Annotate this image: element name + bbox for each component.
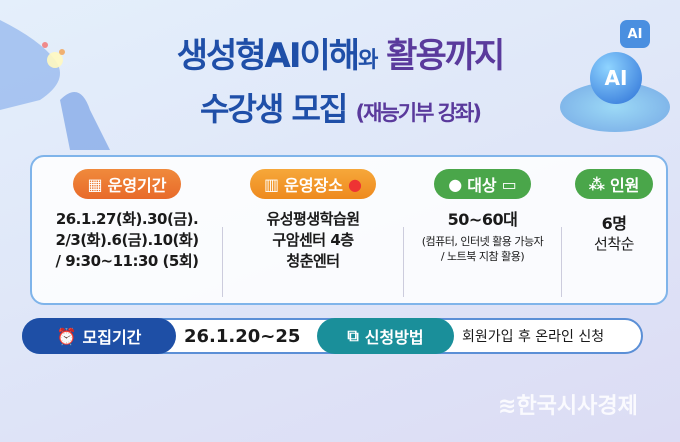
title-part: 활용까지 bbox=[386, 36, 505, 76]
ai-orb-icon: AI bbox=[590, 52, 642, 104]
apply-pill: ⧉ 신청방법 bbox=[317, 318, 454, 354]
browser-cursor-icon: ⧉ bbox=[347, 326, 359, 345]
watermark-logo: ≋한국시사경제 bbox=[498, 388, 638, 420]
period-line: / 9:30~11:30 (5회) bbox=[55, 252, 200, 270]
people-icon: ⁂ bbox=[588, 174, 605, 194]
venue-line: 청춘엔터 bbox=[286, 252, 340, 270]
target-pill: ● 대상 ▭ bbox=[434, 169, 531, 199]
ai-chat-bubble-icon: AI bbox=[620, 20, 650, 48]
target-note: / 노트북 지참 활용) bbox=[440, 250, 525, 263]
alarm-clock-icon: ⏰ bbox=[56, 326, 77, 346]
calendar-icon: ▦ bbox=[87, 174, 103, 194]
capacity-pill: ⁂ 인원 bbox=[574, 169, 654, 199]
capacity-label: 인원 bbox=[609, 176, 640, 195]
ai-bubble-label: AI bbox=[627, 26, 643, 42]
apply-label: 신청방법 bbox=[364, 328, 424, 347]
info-target: ● 대상 ▭ 50~60대 (컴퓨터, 인터넷 활용 가능자 / 노트북 지참 활용) bbox=[404, 169, 561, 299]
period-pill: ▦ 운영기간 bbox=[73, 169, 181, 199]
target-label: 대상 bbox=[467, 176, 497, 195]
title-part: 와 bbox=[358, 48, 378, 73]
building-icon: ▥ bbox=[264, 174, 280, 194]
page-subtitle: 수강생 모집 (재능기부 강좌) bbox=[0, 84, 680, 130]
recruit-label: 모집기간 bbox=[82, 328, 142, 347]
venue-label: 운영장소 bbox=[284, 176, 344, 195]
target-age: 50~60대 bbox=[447, 210, 518, 229]
person-icon: ● bbox=[448, 174, 463, 194]
page-title: 생성형AI이해와 활용까지 bbox=[0, 28, 680, 77]
period-line: 2/3(화).6(금).10(화) bbox=[55, 231, 199, 249]
divider bbox=[222, 227, 223, 297]
title-part: 생성형AI이해 bbox=[176, 36, 360, 76]
info-period: ▦ 운영기간 26.1.27(화).30(금). 2/3(화).6(금).10(화)… bbox=[32, 169, 222, 299]
neuron-illustration bbox=[0, 20, 110, 150]
recruit-period-value: 26.1.20~25 bbox=[184, 325, 301, 347]
subtitle-note: (재능기부 강좌) bbox=[355, 101, 482, 125]
recruit-pill: ⏰ 모집기간 bbox=[22, 318, 176, 354]
subtitle-main: 수강생 모집 bbox=[200, 90, 348, 128]
laptop-icon: ▭ bbox=[501, 174, 517, 194]
capacity-count: 6명 bbox=[601, 214, 627, 233]
venue-pill: ▥ 운영장소 ● bbox=[250, 169, 376, 199]
info-panel: ▦ 운영기간 26.1.27(화).30(금). 2/3(화).6(금).10(화)… bbox=[30, 155, 668, 305]
wave-logo-icon: ≋ bbox=[498, 394, 517, 419]
recruit-apply-bar: ⏰ 모집기간 26.1.20~25 ⧉ 신청방법 회원가입 후 온라인 신청 bbox=[22, 318, 643, 354]
target-note: (컴퓨터, 인터넷 활용 가능자 bbox=[421, 235, 544, 248]
ai-orb-label: AI bbox=[604, 66, 628, 90]
apply-method-value: 회원가입 후 온라인 신청 bbox=[462, 329, 605, 345]
venue-line: 유성평생학습원 bbox=[266, 210, 360, 228]
period-line: 26.1.27(화).30(금). bbox=[55, 210, 199, 228]
divider bbox=[403, 227, 404, 297]
venue-line: 구암센터 4층 bbox=[272, 231, 354, 249]
divider bbox=[561, 227, 562, 297]
location-pin-icon: ● bbox=[348, 174, 362, 194]
period-label: 운영기간 bbox=[107, 176, 167, 195]
capacity-note: 선착순 bbox=[594, 235, 634, 253]
watermark-text: 한국시사경제 bbox=[516, 394, 638, 419]
